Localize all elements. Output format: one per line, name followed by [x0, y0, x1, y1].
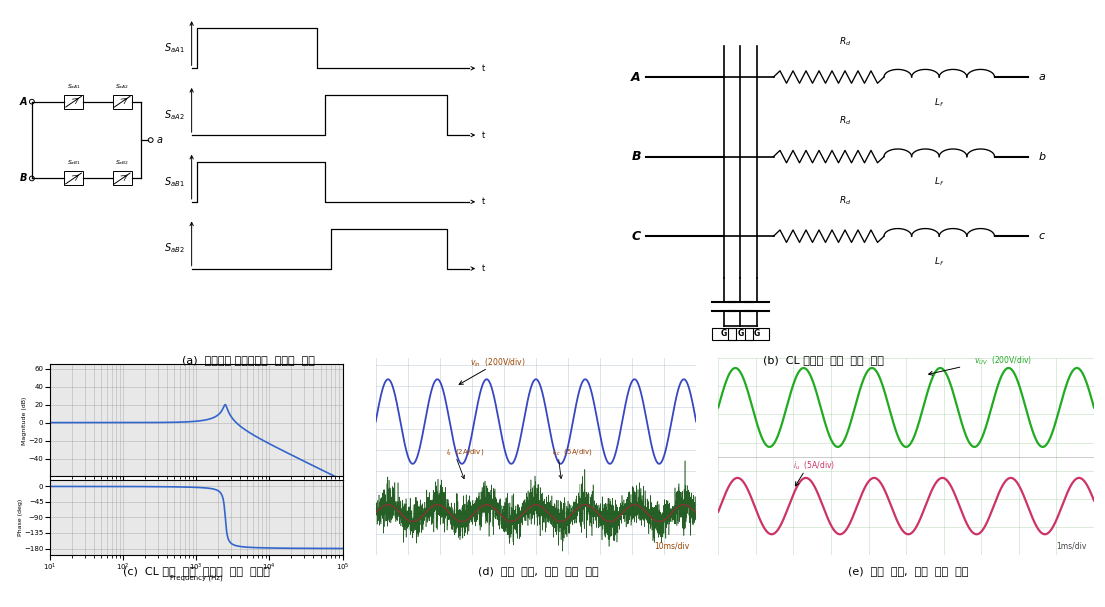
- Bar: [712, 328, 736, 340]
- Text: t: t: [482, 131, 485, 140]
- Text: A: A: [20, 97, 27, 107]
- Bar: [745, 328, 769, 340]
- Text: $L_f$: $L_f$: [934, 175, 945, 188]
- Text: $L_f$: $L_f$: [934, 96, 945, 109]
- Text: $L_f$: $L_f$: [934, 255, 945, 268]
- Bar: [113, 95, 131, 109]
- Bar: [64, 171, 83, 186]
- Text: t: t: [482, 197, 485, 206]
- Text: C: C: [632, 229, 641, 243]
- Text: a: a: [157, 135, 162, 145]
- Text: $S_{aB1}$: $S_{aB1}$: [66, 158, 81, 168]
- Text: (b)  CL 구조의  입력  필터  회로: (b) CL 구조의 입력 필터 회로: [762, 355, 884, 365]
- Text: (d)  입력  전압,  입력  전류  파형: (d) 입력 전압, 입력 전류 파형: [477, 566, 599, 575]
- Text: $S_{aB2}$: $S_{aB2}$: [165, 242, 185, 256]
- Text: B: B: [20, 174, 27, 183]
- Text: (a)  스텝리스 커뮤테이션  스위칭  파형: (a) 스텝리스 커뮤테이션 스위칭 파형: [182, 355, 315, 365]
- Text: $S_{aA2}$: $S_{aA2}$: [165, 108, 185, 122]
- Text: t: t: [482, 264, 485, 273]
- Text: $S_{aB2}$: $S_{aB2}$: [115, 158, 129, 168]
- Text: $R_d$: $R_d$: [839, 115, 852, 127]
- Text: $R_d$: $R_d$: [839, 35, 852, 47]
- Y-axis label: Phase (deg): Phase (deg): [18, 499, 23, 536]
- Text: 1ms/div: 1ms/div: [1056, 541, 1086, 551]
- Text: $i_s$  (2A/div): $i_s$ (2A/div): [446, 447, 484, 458]
- Y-axis label: Magnitude (dB): Magnitude (dB): [22, 396, 28, 444]
- Text: $S_{aA1}$: $S_{aA1}$: [66, 82, 81, 90]
- Text: $i_{sc}$  (5A/div): $i_{sc}$ (5A/div): [552, 447, 592, 458]
- Bar: [64, 95, 83, 109]
- Text: (c)  CL 입력  필터  주파수  응답  그래프: (c) CL 입력 필터 주파수 응답 그래프: [124, 566, 270, 575]
- Text: A: A: [631, 70, 641, 84]
- Text: $S_{aB1}$: $S_{aB1}$: [164, 175, 185, 189]
- Text: b: b: [1039, 152, 1045, 161]
- X-axis label: Frequency (Hz): Frequency (Hz): [170, 574, 222, 581]
- Text: t: t: [482, 64, 485, 73]
- Bar: [728, 328, 753, 340]
- Text: G: G: [737, 330, 744, 339]
- Text: $i_u$  (5A/div): $i_u$ (5A/div): [793, 459, 835, 472]
- Text: $v_{UV}$  (200V/div): $v_{UV}$ (200V/div): [974, 354, 1032, 367]
- Text: B: B: [631, 150, 641, 163]
- Text: $S_{aA1}$: $S_{aA1}$: [164, 41, 185, 55]
- Text: c: c: [1039, 231, 1045, 241]
- Text: $S_{aA2}$: $S_{aA2}$: [115, 82, 129, 90]
- Text: a: a: [1039, 72, 1045, 82]
- Bar: [113, 171, 131, 186]
- Text: G: G: [754, 330, 760, 339]
- Text: G: G: [720, 330, 727, 339]
- Text: $v_{in}$  (200V/div): $v_{in}$ (200V/div): [470, 356, 525, 368]
- Text: $R_d$: $R_d$: [839, 194, 852, 207]
- Text: (e)  출력  전압,  출력  전류  파형: (e) 출력 전압, 출력 전류 파형: [849, 566, 968, 575]
- Text: 10ms/div: 10ms/div: [654, 541, 690, 551]
